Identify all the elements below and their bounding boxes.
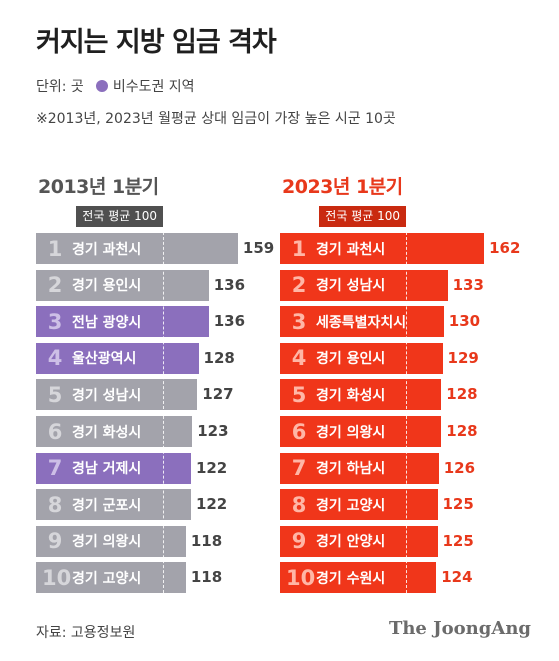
bar-rank: 9 [47, 529, 63, 554]
bar-value-label: 126 [443, 458, 476, 477]
bar-label: 경기 안양시 [316, 534, 386, 551]
bar-rank: 8 [291, 492, 307, 517]
bar-value-label: 122 [195, 458, 228, 477]
bar-label: 전남 광양시 [72, 314, 142, 331]
average-line-label: 전국 평균 100 [76, 206, 163, 227]
bar-label: 경기 성남시 [316, 278, 386, 295]
average-reference-line [163, 227, 164, 593]
bar-value-label: 133 [452, 275, 484, 294]
legend: 단위: 곳 비수도권 지역 [36, 76, 195, 96]
bar-2023-8: 8 경기 고양시 [280, 489, 438, 521]
legend-label: 비수도권 지역 [112, 79, 195, 95]
bar-2023-10: 10 경기 수원시 [280, 562, 437, 594]
bar-label: 경기 화성시 [316, 387, 386, 404]
bar-rank: 7 [47, 456, 63, 481]
bar-rank: 2 [291, 273, 307, 298]
bar-rank: 3 [291, 309, 307, 334]
bar-value-label: 127 [202, 385, 234, 404]
bar-rank: 5 [47, 382, 63, 407]
bar-rank: 4 [291, 346, 307, 371]
bar-rank: 2 [47, 273, 63, 298]
bar-2013-7: 7 경남 거제시 [36, 452, 191, 484]
bar-2013-8: 8 경기 군포시 [36, 489, 191, 521]
bar-value-label: 162 [489, 239, 521, 257]
bar-value-label: 122 [195, 495, 228, 514]
bar-rank: 5 [291, 382, 307, 407]
bar-label: 경기 성남시 [72, 387, 142, 404]
bar-2013-3: 3 전남 광양시 [36, 306, 209, 338]
panel-2013-title: 2013년 1분기 [38, 176, 159, 198]
bar-rank: 1 [47, 236, 63, 261]
bar-rank: 4 [47, 346, 63, 371]
bar-value-label: 136 [213, 312, 246, 331]
bar-2013-4: 4 울산광역시 [36, 342, 199, 374]
panel-2023-title: 2023년 1분기 [282, 176, 403, 198]
average-reference-line [406, 227, 407, 593]
unit-label: 단위: 곳 [36, 79, 84, 95]
average-line-label: 전국 평균 100 [319, 206, 406, 227]
bar-value-label: 124 [441, 568, 473, 587]
bar-value-label: 118 [190, 531, 223, 550]
bar-2023-5: 5 경기 화성시 [280, 379, 442, 411]
bar-2023-6: 6 경기 의왕시 [280, 416, 442, 447]
bar-2023-9: 9 경기 안양시 [280, 525, 438, 557]
bar-rank: 6 [47, 419, 63, 444]
bar-label: 경기 화성시 [72, 424, 142, 441]
bar-label: 경기 과천시 [72, 241, 142, 258]
bar-value-label: 136 [213, 275, 246, 294]
source-note: 자료: 고용정보원 [36, 625, 136, 641]
bar-label: 경기 수원시 [316, 570, 386, 587]
bar-label: 세종특별자치시 [316, 314, 407, 331]
bar-2023-4: 4 경기 용인시 [280, 342, 443, 374]
bar-rank: 10 [286, 565, 316, 590]
bar-value-label: 128 [446, 385, 478, 404]
bar-label: 경기 군포시 [72, 497, 142, 514]
bar-label: 경기 고양시 [72, 570, 142, 587]
bar-rank: 9 [291, 529, 307, 554]
bar-2023-2: 2 경기 성남시 [280, 269, 448, 301]
bar-rank: 7 [291, 456, 307, 481]
bar-label: 울산광역시 [72, 351, 137, 368]
bar-2013-2: 2 경기 용인시 [36, 269, 209, 301]
bar-rank: 10 [42, 565, 72, 590]
publisher-logo: The JoongAng [388, 618, 531, 639]
bar-label: 경기 용인시 [316, 351, 386, 368]
bar-value-label: 129 [447, 348, 479, 367]
bar-2023-7: 7 경기 하남시 [280, 452, 439, 484]
bar-rank: 8 [47, 492, 63, 517]
bar-label: 경기 하남시 [316, 461, 386, 478]
bar-2013-1: 1 경기 과천시 [36, 233, 238, 264]
bar-value-label: 123 [197, 422, 229, 440]
bar-rank: 1 [291, 236, 307, 261]
bar-label: 경기 과천시 [316, 241, 386, 258]
bar-2023-1: 1 경기 과천시 [280, 233, 485, 264]
bar-2013-5: 5 경기 성남시 [36, 379, 198, 411]
bar-value-label: 118 [190, 568, 223, 587]
bar-2023-3: 3 세종특별자치시 [280, 306, 444, 338]
bar-label: 경기 용인시 [72, 278, 142, 295]
bar-value-label: 159 [242, 239, 275, 257]
bar-2013-9: 9 경기 의왕시 [36, 525, 186, 557]
bar-value-label: 125 [442, 495, 474, 514]
bar-label: 경기 의왕시 [72, 534, 142, 551]
bar-rank: 3 [47, 309, 63, 334]
bar-2013-6: 6 경기 화성시 [36, 416, 193, 447]
bar-value-label: 125 [442, 531, 474, 550]
bar-rank: 6 [291, 419, 307, 444]
chart-title: 커지는 지방 임금 격차 [36, 27, 277, 58]
legend-purple-dot-icon [95, 80, 108, 92]
bar-value-label: 130 [448, 312, 481, 331]
bar-value-label: 128 [446, 422, 478, 440]
bar-label: 경기 의왕시 [316, 424, 386, 441]
bar-value-label: 128 [203, 348, 235, 367]
bar-2013-10: 10 경기 고양시 [36, 562, 186, 594]
chart-note: ※2013년, 2023년 월평균 상대 임금이 가장 높은 시군 10곳 [36, 111, 396, 127]
bar-label: 경남 거제시 [72, 461, 142, 478]
bar-label: 경기 고양시 [316, 497, 386, 514]
